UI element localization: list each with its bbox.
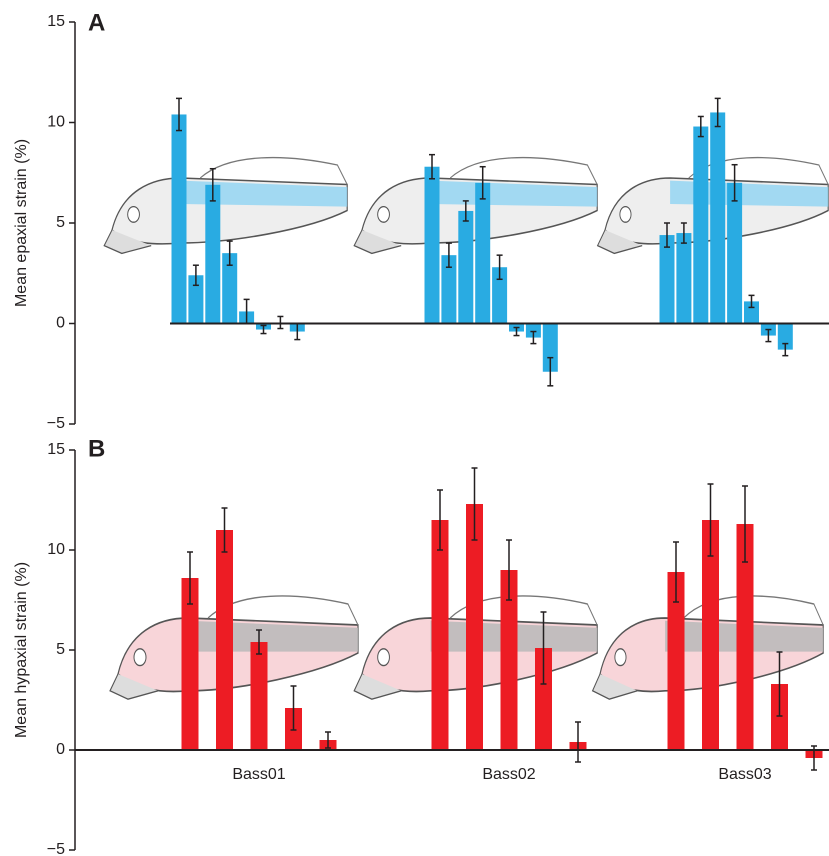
y-tick-label: 0 (56, 315, 65, 332)
error-bar (540, 611, 547, 685)
bar (441, 255, 457, 324)
bar (424, 166, 440, 324)
y-tick-label: −5 (47, 841, 65, 856)
bar (535, 648, 552, 750)
error-bar (462, 200, 469, 222)
error-bar (707, 483, 714, 557)
bar (771, 684, 788, 750)
error-bar (765, 328, 772, 343)
error-bar (437, 489, 443, 551)
error-bar (714, 97, 721, 128)
error-bar (673, 541, 679, 603)
bar (475, 182, 491, 324)
error-bar (277, 315, 284, 330)
y-axis-label: Mean hypaxial strain (%) (13, 562, 30, 738)
bar (736, 524, 754, 750)
error-bar (471, 467, 478, 541)
panel-label: A (88, 9, 105, 36)
bar (500, 570, 518, 750)
error-bar (226, 240, 233, 266)
x-category-label: Bass02 (482, 766, 535, 783)
error-bar (742, 485, 748, 563)
bar (431, 520, 449, 750)
error-bar (176, 97, 182, 132)
bar (659, 235, 675, 324)
bar (727, 182, 743, 324)
bar (222, 253, 238, 324)
y-tick-label: 5 (56, 641, 65, 658)
bar (542, 323, 558, 372)
error-bar (530, 330, 537, 345)
y-tick-label: 10 (47, 541, 65, 558)
error-bar (479, 165, 486, 200)
bar (710, 112, 726, 324)
bar (458, 210, 474, 324)
y-tick-label: 10 (47, 114, 65, 131)
error-bar (209, 167, 216, 202)
bar (466, 504, 483, 750)
error-bar (506, 539, 512, 601)
error-bar (575, 721, 581, 763)
bar (693, 126, 709, 324)
bar (667, 572, 685, 750)
bar (676, 233, 692, 324)
error-bar (192, 264, 199, 287)
bar (181, 578, 199, 750)
error-bar (664, 222, 670, 248)
y-tick-label: 15 (47, 441, 65, 458)
error-bar (290, 685, 297, 731)
error-bar (731, 163, 738, 202)
bar (205, 184, 221, 324)
error-bar (782, 342, 789, 357)
error-bar (187, 551, 193, 605)
error-bar (256, 629, 262, 655)
bar (777, 323, 793, 350)
fish-illustration (109, 595, 359, 701)
error-bar (221, 507, 228, 553)
error-bar (325, 731, 331, 749)
y-tick-label: 5 (56, 214, 65, 231)
error-bar (776, 651, 783, 717)
y-tick-label: 15 (47, 13, 65, 30)
bar (171, 114, 187, 324)
panel-label: B (88, 435, 105, 462)
y-tick-label: −5 (47, 415, 65, 432)
fish-illustration (103, 156, 348, 255)
bar (188, 275, 204, 324)
error-bar (513, 326, 520, 337)
bar (702, 520, 719, 750)
y-tick-label: 0 (56, 741, 65, 758)
bar (525, 323, 541, 338)
y-axis-label: Mean epaxial strain (%) (13, 139, 30, 307)
error-bar (496, 254, 503, 281)
error-bar (697, 115, 704, 138)
bar (216, 530, 233, 750)
error-bar (680, 222, 687, 244)
error-bar (260, 324, 267, 335)
x-category-label: Bass03 (718, 766, 771, 783)
error-bar (429, 153, 435, 180)
bar (744, 301, 759, 324)
x-category-label: Bass01 (232, 766, 285, 783)
error-bar (547, 356, 554, 387)
bar (250, 642, 268, 750)
error-bar (445, 242, 452, 268)
error-bar (748, 294, 755, 309)
bar (492, 267, 508, 324)
